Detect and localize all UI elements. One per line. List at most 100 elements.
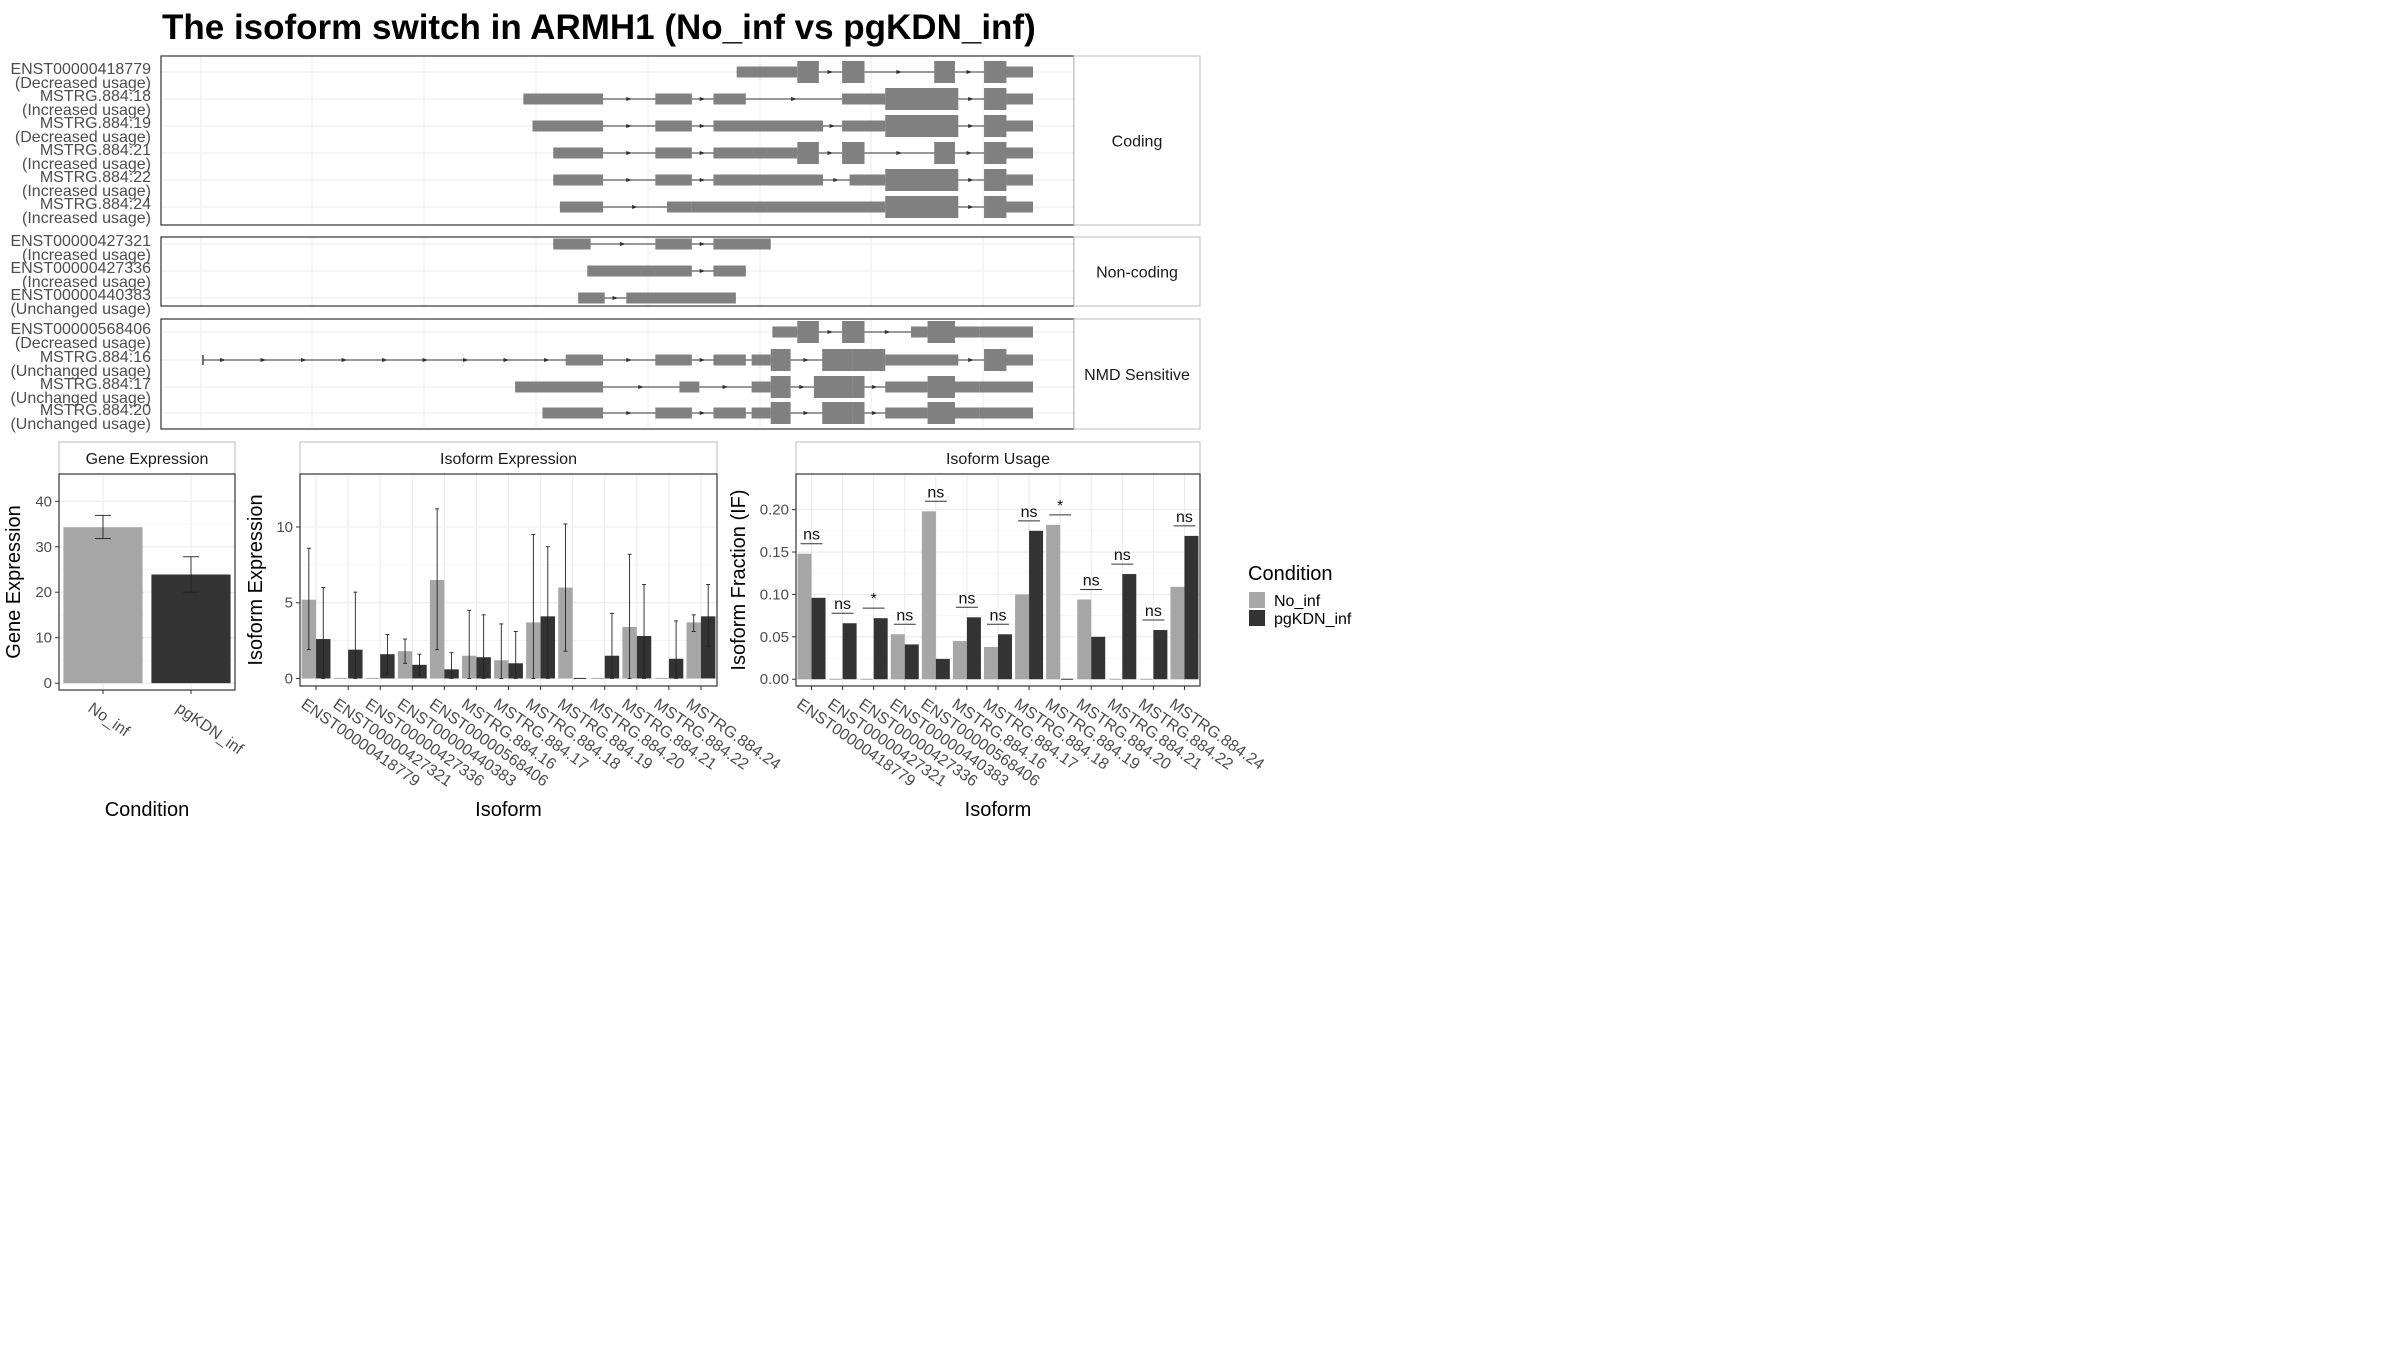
transcript-usage-label: (Increased usage) xyxy=(22,183,151,200)
facet-strip-label: Non-coding xyxy=(1096,265,1178,282)
bar-No_inf xyxy=(890,634,905,680)
y-tick-label: 0.05 xyxy=(760,629,789,646)
x-axis-title: Isoform xyxy=(475,799,542,821)
exon-block xyxy=(797,61,819,83)
direction-arrow xyxy=(968,178,975,182)
transcript-usage-label: (Decreased usage) xyxy=(15,75,151,92)
x-axis-title: Isoform xyxy=(965,799,1032,821)
direction-arrow xyxy=(626,124,633,128)
bar-pgKDN_inf xyxy=(1029,530,1044,680)
exon-block xyxy=(713,238,771,250)
exon-block xyxy=(984,61,1007,83)
exon-block xyxy=(1006,354,1033,366)
exon-block xyxy=(885,88,959,110)
exon-block xyxy=(852,376,865,398)
exon-block xyxy=(984,142,1007,164)
bar-No_inf xyxy=(1015,594,1030,680)
transcript-usage-label: (Increased usage) xyxy=(22,102,151,119)
direction-arrow xyxy=(699,124,706,128)
bar-chart-2: Isoform Expression0510ENST00000418779ENS… xyxy=(245,441,784,821)
exon-block xyxy=(797,321,819,343)
facet-strip xyxy=(1073,55,1201,226)
significance-label: ns xyxy=(896,607,913,624)
direction-arrow xyxy=(612,296,619,300)
exon-block xyxy=(842,93,886,105)
exon-block xyxy=(770,376,791,398)
direction-arrow xyxy=(699,411,706,415)
exon-block xyxy=(666,201,692,213)
exon-block xyxy=(927,321,955,343)
exon-block xyxy=(578,292,605,304)
exon-block xyxy=(885,169,959,191)
direction-arrow xyxy=(827,151,834,155)
direction-arrow xyxy=(699,358,706,362)
direction-arrow xyxy=(799,385,806,389)
direction-arrow xyxy=(301,358,307,362)
direction-arrow xyxy=(871,385,878,389)
bar-pgKDN_inf xyxy=(1153,630,1168,680)
transcript-usage-label: (Unchanged usage) xyxy=(10,416,151,433)
transcript-id-label: MSTRG.884:20 xyxy=(40,402,151,419)
bar-No_inf xyxy=(1077,599,1092,680)
facet-strip-label: Isoform Usage xyxy=(946,451,1050,468)
transcript-usage-label: (Unchanged usage) xyxy=(10,363,151,380)
bar-pgKDN_inf xyxy=(998,634,1012,680)
bar-No_inf xyxy=(63,527,143,684)
transcript-id-label: MSTRG.884:22 xyxy=(40,169,151,186)
bar-pgKDN_inf xyxy=(1184,535,1199,680)
exon-block xyxy=(842,120,886,132)
y-tick-label: 0 xyxy=(44,675,52,692)
legend-label: No_inf xyxy=(1274,593,1321,610)
legend-title: Condition xyxy=(1248,563,1333,585)
direction-arrow xyxy=(626,97,633,101)
exon-block xyxy=(934,142,955,164)
direction-arrow xyxy=(699,269,706,273)
y-axis-title: Gene Expression xyxy=(3,505,25,658)
exon-block xyxy=(655,174,692,186)
transcript-id-label: ENST00000440383 xyxy=(10,287,151,304)
bar-No_inf xyxy=(1046,524,1061,680)
direction-arrow xyxy=(699,97,706,101)
transcript-id-label: MSTRG.884:16 xyxy=(40,349,151,366)
transcript-id-label: ENST00000427321 xyxy=(10,233,151,250)
bar-No_inf xyxy=(397,651,413,679)
transcript-usage-label: (Increased usage) xyxy=(22,247,151,264)
y-tick-label: 30 xyxy=(35,539,52,556)
significance-label: ns xyxy=(990,607,1007,624)
bar-No_inf xyxy=(686,622,701,679)
exon-block xyxy=(713,147,798,159)
facet-strip xyxy=(58,441,236,475)
facet-strip-label: Coding xyxy=(1112,134,1163,151)
direction-arrow xyxy=(966,70,973,74)
significance-label: * xyxy=(871,591,877,608)
direction-arrow xyxy=(341,358,348,362)
transcript-usage-label: (Increased usage) xyxy=(22,210,151,227)
bar-No_inf xyxy=(984,646,998,680)
exon-block xyxy=(979,407,1033,419)
direction-arrow xyxy=(503,358,510,362)
direction-arrow xyxy=(966,151,973,155)
exon-block xyxy=(655,93,692,105)
direction-arrow xyxy=(626,151,633,155)
direction-arrow xyxy=(896,70,903,74)
exon-block xyxy=(885,115,959,137)
exon-block xyxy=(822,402,853,424)
direction-arrow xyxy=(632,205,639,209)
exon-block xyxy=(927,376,955,398)
exon-block xyxy=(691,201,886,213)
exon-block xyxy=(751,354,771,366)
bar-pgKDN_inf xyxy=(1091,636,1106,680)
bar-pgKDN_inf xyxy=(842,623,857,680)
bar-No_inf xyxy=(952,641,967,680)
exon-block xyxy=(984,169,1007,191)
y-tick-label: 0.20 xyxy=(760,502,789,519)
exon-block xyxy=(979,381,1033,393)
facet-strip xyxy=(795,441,1201,475)
significance-label: ns xyxy=(958,590,975,607)
exon-block xyxy=(713,354,746,366)
direction-arrow xyxy=(871,411,878,415)
transcript-usage-label: (Increased usage) xyxy=(22,274,151,291)
x-tick-label: pgKDN_inf xyxy=(173,700,247,759)
direction-arrow xyxy=(626,178,633,182)
